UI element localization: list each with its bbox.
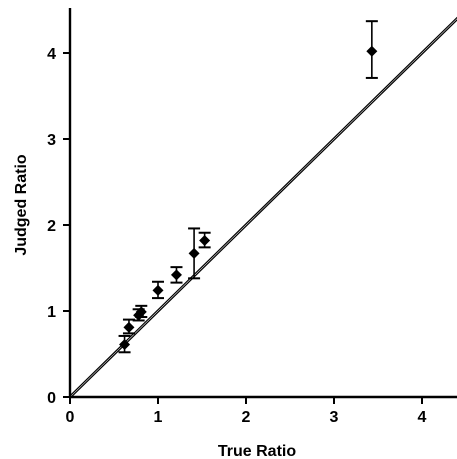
reference-line-shadow [69,19,457,399]
data-point [135,306,147,318]
x-axis-label: True Ratio [218,443,296,459]
data-point [123,321,135,333]
x-tick-label: 4 [418,409,427,426]
x-tick-label: 3 [330,409,339,426]
data-point [119,339,131,351]
y-tick-label: 1 [47,304,56,321]
y-tick-label: 2 [47,218,56,235]
axes [68,8,457,399]
reference-line-layer [69,16,457,399]
axis-ticks [63,52,423,404]
data-point [188,247,200,259]
y-axis-label: Judged Ratio [13,154,30,256]
data-point [152,284,164,296]
x-tick-label: 1 [154,409,163,426]
data-point [199,234,211,246]
data-point [170,269,182,281]
y-tick-label: 3 [47,132,56,149]
error-bars [118,20,378,354]
tick-labels: 0 1 2 3 4 0 1 2 3 4 [47,46,426,426]
y-tick-label: 0 [47,390,56,407]
x-tick-label: 2 [242,409,251,426]
reference-line [69,16,457,397]
data-points [119,45,378,351]
y-tick-label: 4 [47,46,56,63]
x-tick-label: 0 [66,409,75,426]
data-point [366,45,378,57]
